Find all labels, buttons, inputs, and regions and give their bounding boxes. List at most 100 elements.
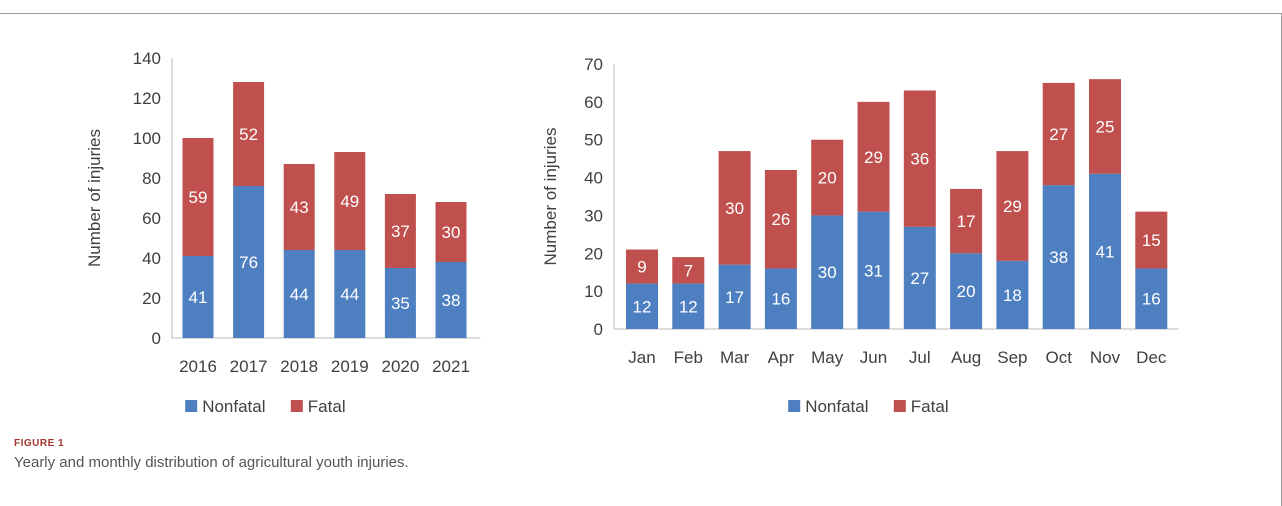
chart-2-y-tick-label: 60 <box>584 93 603 112</box>
chart-1-data-label-nonfatal: 35 <box>391 294 410 313</box>
chart-2-bar-fatal <box>1135 211 1168 269</box>
chart-2-data-label-nonfatal: 31 <box>864 261 883 280</box>
chart-1-data-label-fatal: 30 <box>442 223 461 242</box>
chart-2-data-label-fatal: 7 <box>684 261 693 280</box>
chart-2-bar-nonfatal <box>1135 268 1168 329</box>
chart-1-y-tick-label: 80 <box>142 169 161 188</box>
chart-2-bar-nonfatal <box>764 268 797 329</box>
chart-1-bar-nonfatal <box>334 250 366 338</box>
chart-1-x-tick-label: 2019 <box>331 357 369 376</box>
chart-2-bar-fatal <box>950 188 983 254</box>
chart-1-bar-fatal <box>233 82 265 186</box>
chart-2-data-label-nonfatal: 12 <box>633 297 652 316</box>
chart-2-legend-swatch-nonfatal <box>788 400 801 412</box>
chart-2-bar-nonfatal <box>950 253 983 329</box>
chart-1-bar-fatal <box>435 202 467 262</box>
chart-2-y-tick-label: 70 <box>584 55 603 74</box>
chart-2-data-label-fatal: 9 <box>637 258 646 277</box>
chart-1-legend-label-nonfatal: Nonfatal <box>202 397 265 416</box>
chart-2-data-label-fatal: 15 <box>1142 231 1161 250</box>
chart-1-legend-label-fatal: Fatal <box>308 397 346 416</box>
chart-1-bar-nonfatal <box>283 250 315 338</box>
chart-2-data-label-fatal: 26 <box>771 210 790 229</box>
chart-2-x-tick-label: Apr <box>768 348 795 367</box>
chart-2-x-tick-label: Feb <box>674 348 703 367</box>
chart-2-x-tick-label: Jul <box>909 348 931 367</box>
chart-2-bar-nonfatal <box>1042 185 1075 329</box>
chart-2-data-label-fatal: 29 <box>864 148 883 167</box>
chart-2-bar-fatal <box>626 249 658 284</box>
chart-2-data-label-fatal: 27 <box>1049 125 1068 144</box>
chart-1-y-tick-label: 40 <box>142 249 161 268</box>
chart-2-y-tick-label: 50 <box>584 131 603 150</box>
chart-1-y-tick-label: 140 <box>133 49 161 68</box>
chart-2-data-label-nonfatal: 20 <box>957 282 976 301</box>
chart-2-data-label-fatal: 30 <box>725 199 744 218</box>
chart-2-data-label-fatal: 25 <box>1096 117 1115 136</box>
chart-2-x-tick-label: Jun <box>860 348 887 367</box>
chart-2-bar-fatal <box>1089 79 1121 174</box>
chart-1-x-tick-label: 2016 <box>179 357 217 376</box>
chart-2-bar-nonfatal <box>672 283 705 329</box>
chart-2-bar-fatal <box>1042 82 1075 186</box>
chart-2-x-tick-label: Nov <box>1090 348 1121 367</box>
chart-1-x-tick-label: 2017 <box>230 357 268 376</box>
chart-2-data-label-fatal: 29 <box>1003 197 1022 216</box>
figure-label: FIGURE 1 <box>14 438 65 449</box>
chart-1-data-label-nonfatal: 44 <box>340 285 359 304</box>
chart-1-data-label-fatal: 49 <box>340 192 359 211</box>
chart-2-x-tick-label: Sep <box>997 348 1027 367</box>
chart-1-x-tick-label: 2020 <box>381 357 419 376</box>
figure-caption: Yearly and monthly distribution of agric… <box>14 454 409 471</box>
chart-2-legend-swatch-fatal <box>893 400 906 412</box>
chart-2-data-label-nonfatal: 27 <box>910 269 929 288</box>
chart-1-data-label-nonfatal: 41 <box>189 288 208 307</box>
chart-1-legend-swatch-nonfatal <box>185 400 198 412</box>
chart-2-bar-nonfatal <box>626 283 658 329</box>
chart-2-bar-fatal <box>903 90 936 227</box>
chart-2-data-label-fatal: 17 <box>957 212 976 231</box>
chart-1-bar-fatal <box>182 138 214 256</box>
chart-2-y-tick-label: 40 <box>584 169 603 188</box>
chart-1-data-label-nonfatal: 76 <box>239 253 258 272</box>
chart-2-data-label-nonfatal: 16 <box>771 290 790 309</box>
chart-2-bar-fatal <box>764 170 797 269</box>
chart-2-x-tick-label: Oct <box>1045 348 1072 367</box>
chart-2-bar-nonfatal <box>903 226 936 329</box>
chart-1-x-tick-label: 2021 <box>432 357 470 376</box>
chart-2-legend-label-fatal: Fatal <box>911 397 949 416</box>
chart-1-bar-fatal <box>283 164 315 250</box>
chart-2-x-tick-label: May <box>811 348 844 367</box>
chart-2-y-tick-label: 10 <box>584 282 603 301</box>
chart-2-data-label-nonfatal: 12 <box>679 297 698 316</box>
chart-1-y-tick-label: 100 <box>133 129 161 148</box>
chart-1-y-tick-label: 120 <box>133 89 161 108</box>
chart-2-y-tick-label: 0 <box>594 320 603 339</box>
chart-1-y-tick-label: 20 <box>142 289 161 308</box>
chart-2-bar-nonfatal <box>1089 173 1121 329</box>
chart-1-bar-nonfatal <box>435 262 467 338</box>
chart-2-x-tick-label: Jan <box>628 348 655 367</box>
chart-1-data-label-fatal: 37 <box>391 222 410 241</box>
chart-2-bar-nonfatal <box>811 215 844 329</box>
chart-2-bar-fatal <box>672 257 705 284</box>
figure-charts: 0 20 40 60 80 100 120 140 Number of injuries 41 59… <box>85 49 1179 416</box>
chart-1-bar-fatal <box>384 194 416 268</box>
chart-1-x-tick-label: 2018 <box>280 357 318 376</box>
chart-2-x-tick-label: Dec <box>1136 348 1167 367</box>
chart-2-bar-nonfatal <box>996 260 1029 329</box>
chart-1-bar-fatal <box>334 152 366 250</box>
chart-2-bar-fatal <box>996 151 1029 261</box>
chart-1-bar-nonfatal <box>384 268 416 338</box>
chart-1-legend-swatch-fatal <box>290 400 303 412</box>
chart-1-data-label-fatal: 59 <box>189 188 208 207</box>
chart-2-y-tick-label: 20 <box>584 244 603 263</box>
chart-2-bar-nonfatal <box>857 211 890 329</box>
chart-2-bar-fatal <box>718 151 751 265</box>
chart-2-x-tick-label: Aug <box>951 348 981 367</box>
chart-2-data-label-nonfatal: 30 <box>818 263 837 282</box>
chart-1-data-label-nonfatal: 38 <box>442 291 461 310</box>
chart-2-y-axis-title: Number of injuries <box>541 128 560 266</box>
chart-1-data-label-fatal: 43 <box>290 198 309 217</box>
chart-1-bar-nonfatal <box>182 256 214 338</box>
